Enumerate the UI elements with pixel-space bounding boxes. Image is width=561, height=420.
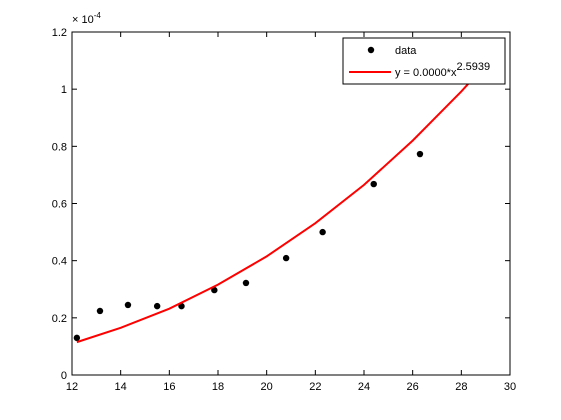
data-point [282, 254, 290, 262]
legend-label-text: data [395, 45, 417, 57]
x-tick-label: 12 [66, 381, 78, 393]
data-point [153, 302, 161, 310]
data-point [96, 307, 104, 315]
data-point [124, 301, 132, 309]
data-point [73, 334, 81, 342]
x-tick-label: 22 [309, 381, 321, 393]
y-multiplier-exponent: -4 [94, 11, 102, 20]
y-tick-label: 0 [61, 370, 67, 382]
x-tick-label: 26 [407, 381, 419, 393]
x-tick-label: 18 [212, 381, 224, 393]
fit-line [76, 63, 487, 344]
y-multiplier: × 10-4 [72, 11, 101, 26]
data-point [416, 150, 424, 158]
y-tick-label: 0.2 [52, 313, 67, 325]
data-point [319, 228, 326, 236]
data-point [242, 279, 250, 287]
axes-box [71, 31, 511, 376]
legend-label-text: y = 0.0000*x [395, 67, 457, 79]
x-tick-label: 20 [261, 381, 273, 393]
legend-marker [367, 46, 375, 54]
y-multiplier-base: × 10 [72, 14, 94, 26]
x-tick-label: 14 [115, 381, 127, 393]
x-tick-label: 28 [455, 381, 467, 393]
legend-label: y = 0.0000*x2.5939 [395, 61, 490, 79]
y-tick-label: 1 [61, 84, 67, 96]
data-point [370, 180, 377, 188]
x-tick-label: 30 [504, 381, 516, 393]
y-tick-label: 0.8 [52, 141, 67, 153]
x-tick-label: 16 [163, 381, 175, 393]
legend-label: data [395, 45, 417, 57]
x-tick-label: 24 [358, 381, 370, 393]
y-tick-label: 0.6 [52, 199, 67, 211]
legend-box [342, 37, 506, 85]
y-tick-label: 0.4 [52, 256, 67, 268]
legend-label-exponent: 2.5939 [456, 61, 490, 73]
data-point [211, 286, 218, 294]
y-tick-label: 1.2 [52, 27, 67, 39]
